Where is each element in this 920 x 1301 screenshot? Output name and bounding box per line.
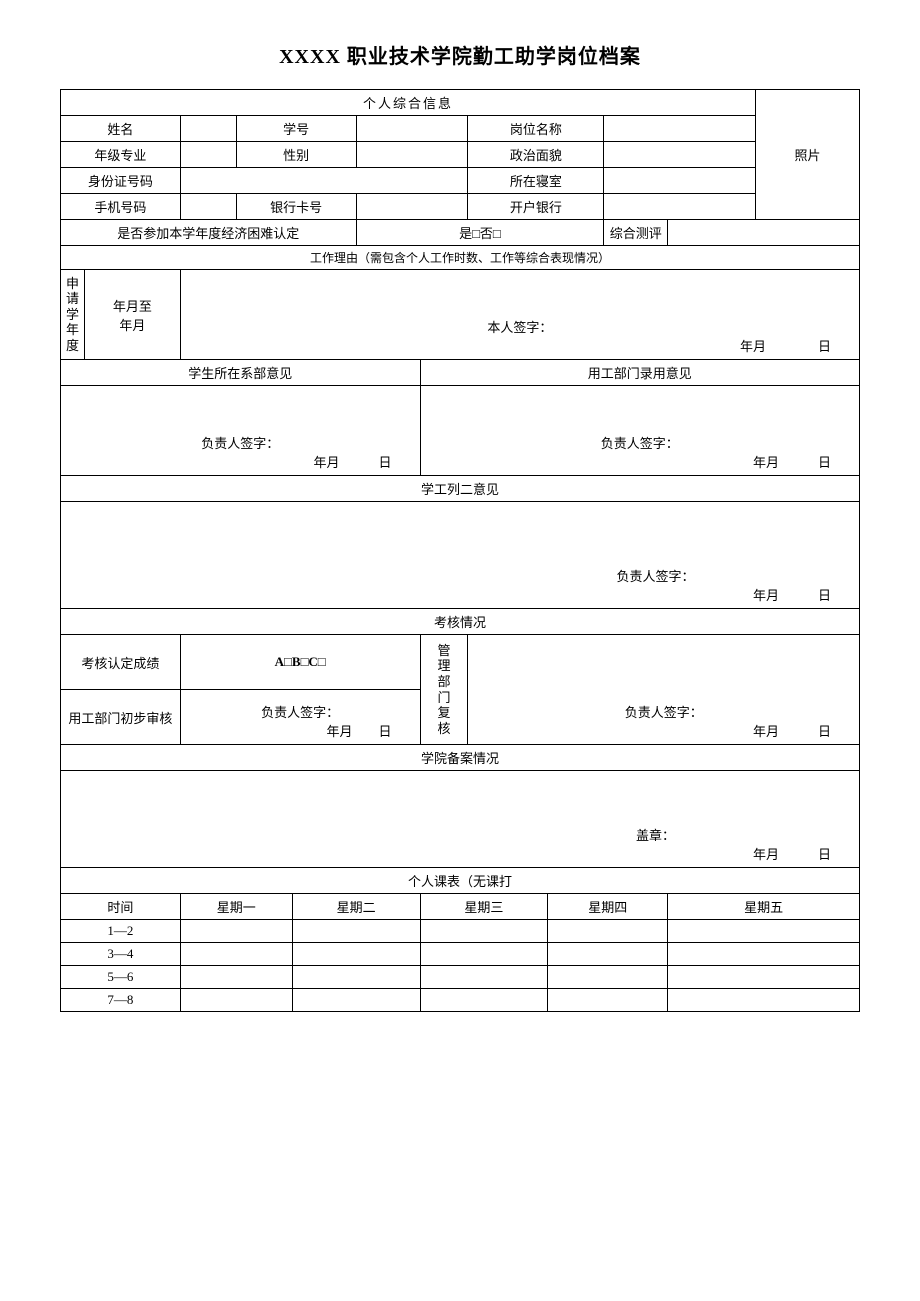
page-title: XXXX 职业技术学院勤工助学岗位档案: [60, 40, 860, 69]
label-position: 岗位名称: [468, 116, 604, 142]
val-abc: A□B□C□: [180, 635, 420, 690]
label-dorm: 所在寝室: [468, 168, 604, 194]
dept-sign-block: 负责人签字： 年月 日: [61, 386, 421, 476]
mgmt-leader-sign: 负责人签字：: [476, 702, 851, 721]
section-record: 学院备案情况: [61, 745, 860, 771]
val-political: [604, 142, 756, 168]
self-sign-block: 本人签字： 年月 日: [180, 270, 859, 360]
mgmt-sign-block: 负责人签字： 年月 日: [468, 635, 860, 745]
label-employer-prelim: 用工部门初步审核: [61, 690, 181, 745]
section-xgl: 学工列二意见: [61, 476, 860, 502]
label-mgmt-review: 管理部门复核: [420, 635, 468, 745]
label-idnum: 身份证号码: [61, 168, 181, 194]
table-cell: [180, 989, 292, 1012]
employer-sign-block: 负责人签字： 年月 日: [420, 386, 860, 476]
tt-mon: 星期一: [180, 894, 292, 920]
label-assess-score: 考核认定成绩: [61, 635, 181, 690]
section-assessment: 考核情况: [61, 609, 860, 635]
prelim-sign-block: 负责人签字： 年月 日: [180, 690, 420, 745]
table-cell: [292, 966, 420, 989]
employer-date: 年月 日: [429, 452, 852, 471]
table-cell: [180, 966, 292, 989]
val-poverty: 是□否□: [356, 220, 604, 246]
val-phone: [180, 194, 236, 220]
label-gender: 性别: [236, 142, 356, 168]
table-cell: [548, 966, 668, 989]
table-cell: [292, 989, 420, 1012]
val-eval: [668, 220, 860, 246]
tt-thu: 星期四: [548, 894, 668, 920]
table-cell: [548, 943, 668, 966]
table-cell: [548, 920, 668, 943]
table-cell: [668, 989, 860, 1012]
table-cell: [420, 989, 548, 1012]
dept-date: 年月 日: [69, 452, 412, 471]
photo-cell: 照片: [756, 90, 860, 220]
section-timetable: 个人课表（无课打: [61, 868, 860, 894]
prelim-date: 年月 日: [189, 721, 412, 740]
xgl-leader-sign: 负责人签字：: [460, 566, 851, 585]
table-cell: [180, 920, 292, 943]
mgmt-date: 年月 日: [476, 721, 851, 740]
table-cell: [292, 920, 420, 943]
section-personal: 个人综合信息: [61, 90, 756, 116]
table-cell: [180, 943, 292, 966]
val-sid: [356, 116, 468, 142]
tt-time: 时间: [61, 894, 181, 920]
label-political: 政治面貌: [468, 142, 604, 168]
employer-leader-sign: 负责人签字：: [429, 433, 852, 452]
prelim-leader-sign: 负责人签字：: [189, 702, 412, 721]
table-cell: [548, 989, 668, 1012]
val-position: [604, 116, 756, 142]
seal-label: 盖章：: [460, 825, 851, 844]
dept-leader-sign: 负责人签字：: [69, 433, 412, 452]
label-eval: 综合测评: [604, 220, 668, 246]
table-cell: [292, 943, 420, 966]
label-name: 姓名: [61, 116, 181, 142]
tt-fri: 星期五: [668, 894, 860, 920]
val-gender: [356, 142, 468, 168]
label-phone: 手机号码: [61, 194, 181, 220]
val-bankcard: [356, 194, 468, 220]
table-cell: [668, 920, 860, 943]
val-grade: [180, 142, 236, 168]
table-cell: [668, 943, 860, 966]
xgl-date: 年月 日: [69, 585, 851, 604]
xgl-sign-block: 负责人签字： 年月 日: [61, 502, 860, 609]
table-cell: [420, 966, 548, 989]
val-name: [180, 116, 236, 142]
table-cell: [668, 966, 860, 989]
table-cell: [420, 920, 548, 943]
section-employer: 用工部门录用意见: [420, 360, 860, 386]
label-apply-year: 申请学年度: [61, 270, 85, 360]
record-block: 盖章： 年月 日: [61, 771, 860, 868]
val-dorm: [604, 168, 756, 194]
table-cell: [420, 943, 548, 966]
self-sign-date: 年月 日: [189, 336, 851, 355]
label-sid: 学号: [236, 116, 356, 142]
tt-p56: 5—6: [61, 966, 181, 989]
label-grade: 年级专业: [61, 142, 181, 168]
tt-p12: 1—2: [61, 920, 181, 943]
tt-p78: 7—8: [61, 989, 181, 1012]
tt-tue: 星期二: [292, 894, 420, 920]
val-period: 年月至 年月: [84, 270, 180, 360]
section-dept: 学生所在系部意见: [61, 360, 421, 386]
self-sign-label: 本人签字：: [189, 317, 851, 336]
val-idnum: [180, 168, 468, 194]
val-bank: [604, 194, 756, 220]
form-table: 个人综合信息 照片 姓名 学号 岗位名称 年级专业 性别 政治面貌 身份证号码 …: [60, 89, 860, 1012]
record-date: 年月 日: [69, 844, 851, 863]
section-reason: 工作理由（需包含个人工作时数、工作等综合表现情况）: [61, 246, 860, 270]
label-bank: 开户银行: [468, 194, 604, 220]
label-poverty: 是否参加本学年度经济困难认定: [61, 220, 357, 246]
label-bankcard: 银行卡号: [236, 194, 356, 220]
tt-p34: 3—4: [61, 943, 181, 966]
tt-wed: 星期三: [420, 894, 548, 920]
